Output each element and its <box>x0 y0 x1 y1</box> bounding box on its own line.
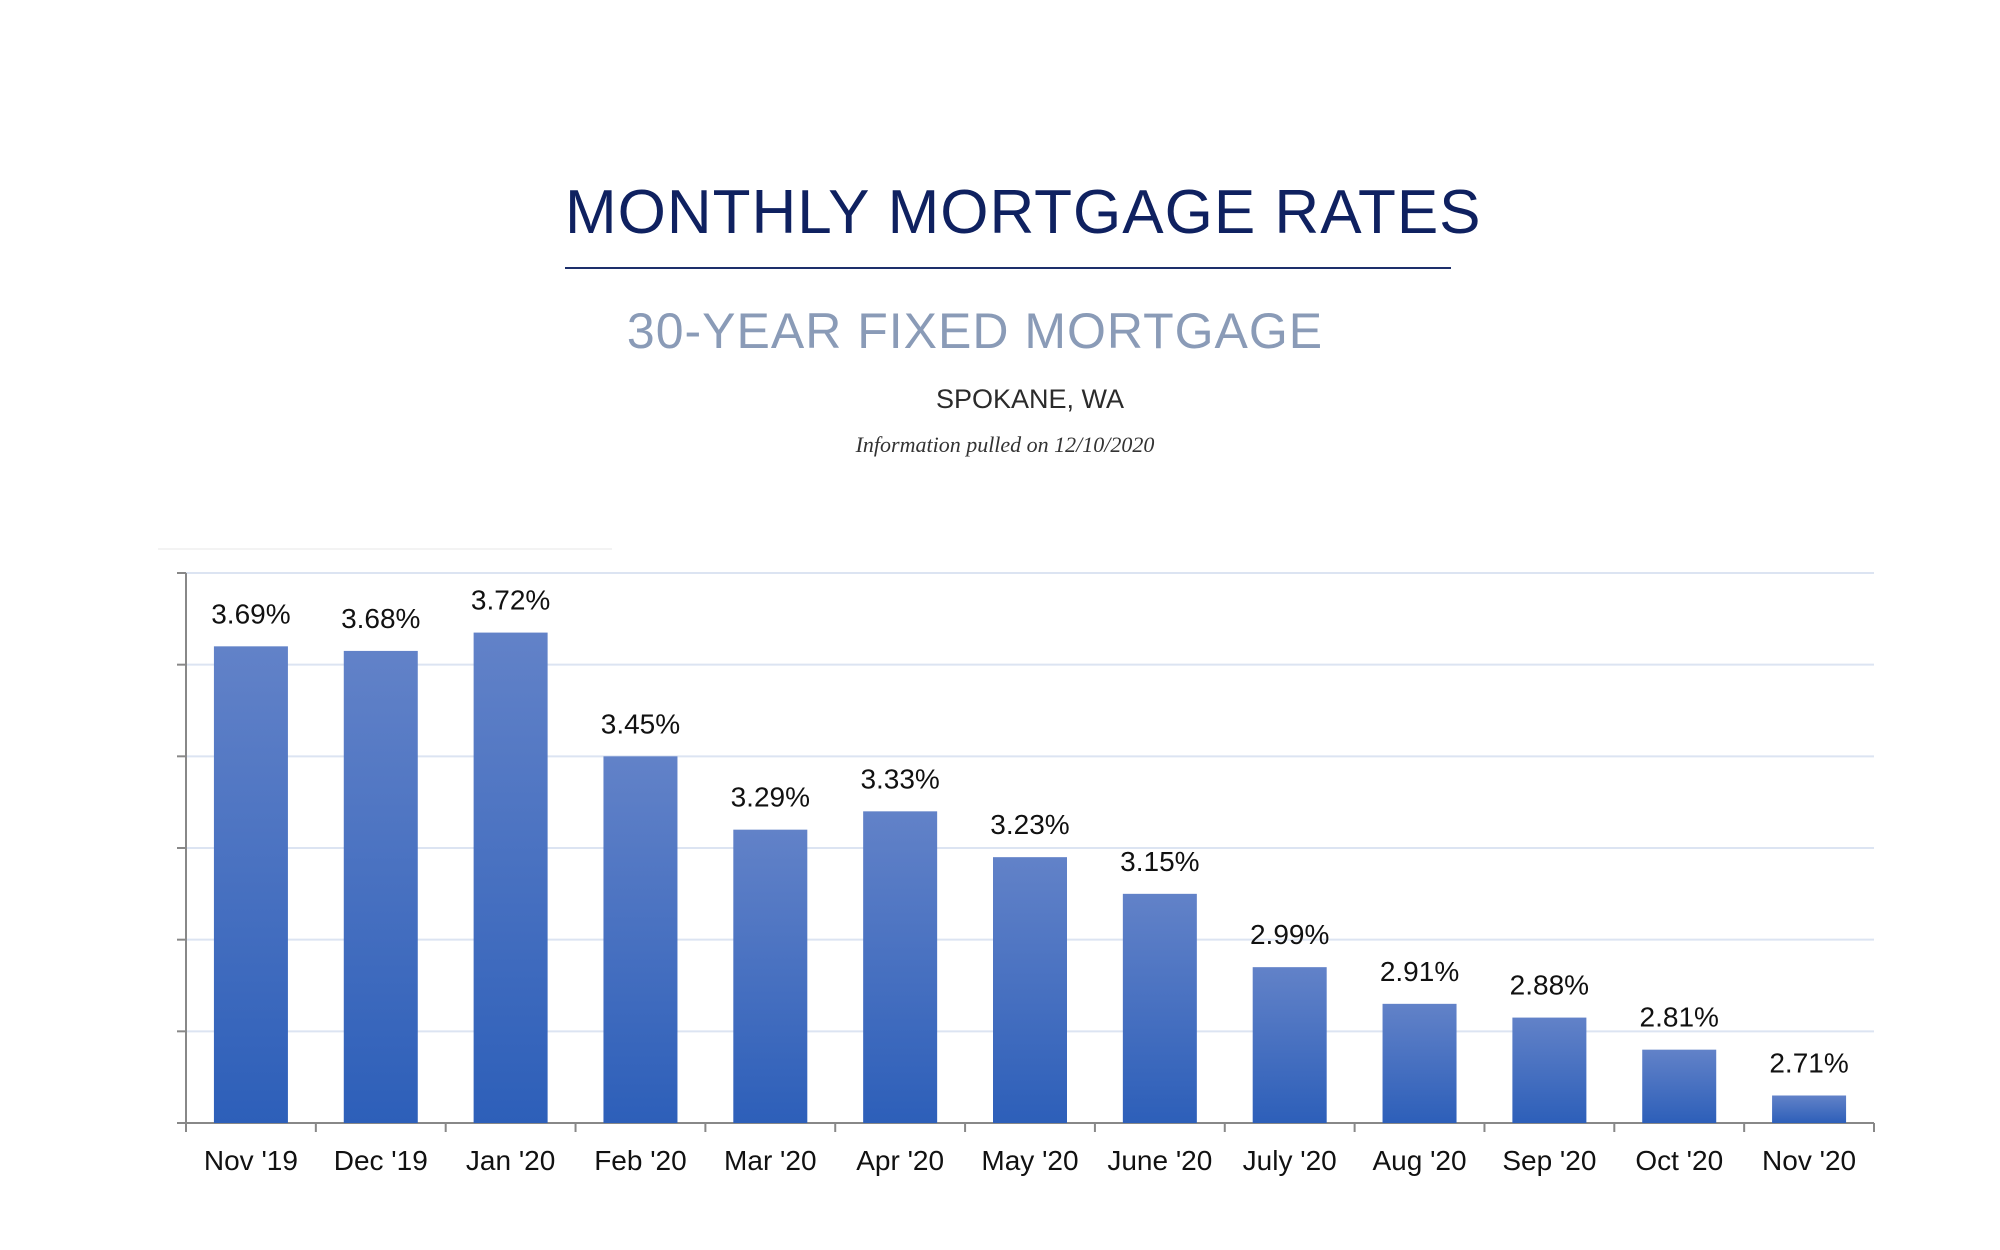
bar <box>1772 1095 1847 1123</box>
x-tick-label: Dec '19 <box>334 1145 428 1176</box>
x-tick-label: Mar '20 <box>724 1145 817 1176</box>
x-tick-label: July '20 <box>1243 1145 1337 1176</box>
bar <box>1512 1017 1587 1123</box>
bar <box>1642 1049 1717 1123</box>
data-label: 3.33% <box>860 763 939 794</box>
bar <box>1252 967 1327 1123</box>
x-tick-label: Apr '20 <box>856 1145 944 1176</box>
bar <box>603 756 678 1123</box>
data-label: 2.88% <box>1510 970 1589 1001</box>
data-pulled-note: Information pulled on 12/10/2020 <box>855 432 1155 457</box>
data-label: 3.23% <box>990 809 1069 840</box>
data-label: 2.91% <box>1380 956 1459 987</box>
bar <box>863 811 938 1123</box>
bar <box>1122 893 1197 1123</box>
data-label: 3.68% <box>341 603 420 634</box>
bar <box>473 632 548 1123</box>
x-tick-label: Sep '20 <box>1502 1145 1596 1176</box>
data-label: 2.81% <box>1640 1002 1719 1033</box>
x-tick-label: Nov '20 <box>1762 1145 1856 1176</box>
bar <box>343 650 418 1123</box>
data-label: 3.29% <box>731 782 810 813</box>
x-tick-label: June '20 <box>1107 1145 1212 1176</box>
x-tick-label: Aug '20 <box>1372 1145 1466 1176</box>
page-title: MONTHLY MORTGAGE RATES <box>565 178 1482 247</box>
data-label: 3.72% <box>471 585 550 616</box>
chart-subtitle: 30-YEAR FIXED MORTGAGE <box>626 303 1324 359</box>
data-label: 2.71% <box>1769 1048 1848 1079</box>
bar <box>213 646 288 1123</box>
x-tick-label: Nov '19 <box>204 1145 298 1176</box>
data-label: 3.69% <box>211 598 290 629</box>
bar <box>993 857 1067 1123</box>
x-tick-label: Feb '20 <box>594 1145 687 1176</box>
data-label: 2.99% <box>1250 919 1329 950</box>
x-tick-label: Oct '20 <box>1635 1145 1723 1176</box>
title-underline <box>565 267 1451 269</box>
x-tick-label: Jan '20 <box>466 1145 555 1176</box>
data-label: 3.15% <box>1120 846 1199 877</box>
bar <box>733 829 808 1123</box>
data-label: 3.45% <box>601 708 680 739</box>
location-label: SPOKANE, WA <box>935 384 1125 414</box>
x-tick-label: May '20 <box>981 1145 1078 1176</box>
bar <box>1382 1003 1457 1123</box>
divider <box>158 548 612 550</box>
